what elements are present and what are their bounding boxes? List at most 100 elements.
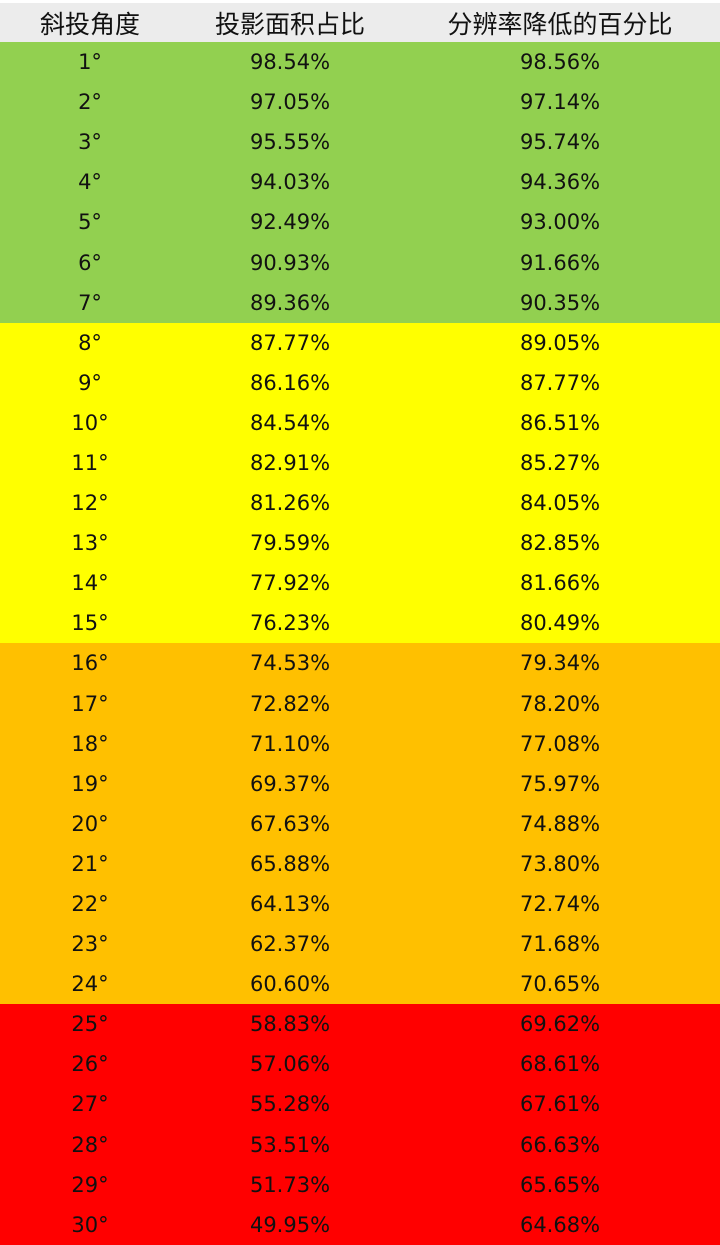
angle-cell: 22° [71, 892, 109, 917]
table-row: 30° 49.95% 64.68% [0, 1204, 720, 1245]
area-ratio-cell: 76.23% [249, 611, 331, 636]
angle-cell: 21° [71, 851, 109, 876]
resolution-drop-cell: 89.05% [519, 330, 601, 355]
area-ratio-cell: 67.63% [249, 811, 331, 836]
table-row: 14° 77.92% 81.66% [0, 563, 720, 604]
angle-cell: 13° [71, 531, 109, 556]
table-row: 27° 55.28% 67.61% [0, 1084, 720, 1125]
resolution-drop-cell: 69.62% [519, 1012, 601, 1037]
resolution-drop-cell: 80.49% [519, 611, 601, 636]
angle-cell: 20° [71, 811, 109, 836]
resolution-drop-cell: 64.68% [519, 1212, 601, 1237]
resolution-drop-cell: 84.05% [519, 491, 601, 516]
header-area-ratio: 投影面积占比 [214, 9, 365, 39]
area-ratio-cell: 69.37% [249, 771, 331, 796]
angle-cell: 1° [78, 50, 102, 75]
angle-cell: 2° [78, 90, 102, 115]
table-row: 22° 64.13% 72.74% [0, 883, 720, 925]
angle-cell: 3° [78, 130, 102, 155]
area-ratio-cell: 72.82% [249, 691, 331, 716]
table-row: 20° 67.63% 74.88% [0, 803, 720, 844]
table-row: 19° 69.37% 75.97% [0, 763, 720, 804]
area-ratio-cell: 95.55% [249, 130, 331, 155]
area-ratio-cell: 98.54% [249, 50, 331, 75]
resolution-drop-cell: 73.80% [519, 851, 601, 876]
resolution-drop-cell: 71.68% [519, 932, 601, 957]
area-ratio-cell: 86.16% [249, 370, 331, 395]
table-row: 2° 97.05% 97.14% [0, 82, 720, 123]
area-ratio-cell: 53.51% [249, 1132, 331, 1157]
angle-cell: 12° [71, 491, 109, 516]
angle-cell: 16° [71, 651, 109, 676]
table-row: 16° 74.53% 79.34% [0, 643, 720, 684]
angle-cell: 11° [71, 450, 109, 475]
resolution-drop-cell: 70.65% [519, 972, 601, 997]
area-ratio-cell: 90.93% [249, 250, 331, 275]
resolution-drop-cell: 95.74% [519, 130, 601, 155]
resolution-drop-cell: 66.63% [519, 1132, 601, 1157]
table-row: 13° 79.59% 82.85% [0, 523, 720, 564]
resolution-drop-cell: 85.27% [519, 450, 601, 475]
resolution-drop-cell: 65.65% [519, 1172, 601, 1197]
resolution-drop-cell: 68.61% [519, 1052, 601, 1077]
table-row: 12° 81.26% 84.05% [0, 483, 720, 524]
table-row: 17° 72.82% 78.20% [0, 683, 720, 724]
area-ratio-cell: 79.59% [249, 531, 331, 556]
table-row: 7° 89.36% 90.35% [0, 282, 720, 323]
table-row: 23° 62.37% 71.68% [0, 924, 720, 965]
area-ratio-cell: 49.95% [249, 1212, 331, 1237]
resolution-drop-cell: 91.66% [519, 250, 601, 275]
area-ratio-cell: 84.54% [249, 410, 331, 435]
angle-cell: 8° [78, 330, 102, 355]
area-ratio-cell: 89.36% [249, 290, 331, 315]
angle-cell: 7° [78, 290, 102, 315]
area-ratio-cell: 60.60% [249, 972, 331, 997]
angle-cell: 30° [71, 1212, 109, 1237]
angle-cell: 26° [71, 1052, 109, 1077]
resolution-drop-cell: 74.88% [519, 811, 601, 836]
angle-cell: 18° [71, 731, 109, 756]
angle-cell: 23° [71, 932, 109, 957]
header-angle: 斜投角度 [39, 9, 140, 39]
resolution-drop-cell: 82.85% [519, 531, 601, 556]
angle-cell: 10° [71, 410, 109, 435]
area-ratio-cell: 51.73% [249, 1172, 331, 1197]
table-row: 24° 60.60% 70.65% [0, 964, 720, 1005]
angle-cell: 25° [71, 1012, 109, 1037]
area-ratio-cell: 92.49% [249, 210, 331, 235]
area-ratio-cell: 64.13% [249, 892, 331, 917]
area-ratio-cell: 65.88% [249, 851, 331, 876]
area-ratio-cell: 74.53% [249, 651, 331, 676]
table-row: 1° 98.54% 98.56% [0, 42, 720, 83]
resolution-drop-cell: 72.74% [519, 892, 601, 917]
angle-cell: 24° [71, 972, 109, 997]
table-row: 21° 65.88% 73.80% [0, 843, 720, 884]
resolution-drop-cell: 93.00% [519, 210, 601, 235]
resolution-drop-cell: 87.77% [519, 370, 601, 395]
area-ratio-cell: 57.06% [249, 1052, 331, 1077]
resolution-drop-cell: 77.08% [519, 731, 601, 756]
resolution-drop-cell: 90.35% [519, 290, 601, 315]
resolution-drop-cell: 94.36% [519, 170, 601, 195]
area-ratio-cell: 62.37% [249, 932, 331, 957]
table-row: 15° 76.23% 80.49% [0, 603, 720, 644]
resolution-drop-cell: 97.14% [519, 90, 601, 115]
angle-cell: 5° [78, 210, 102, 235]
table-row: 29° 51.73% 65.65% [0, 1164, 720, 1205]
area-ratio-cell: 77.92% [249, 571, 331, 596]
resolution-drop-cell: 86.51% [519, 410, 601, 435]
table-row: 3° 95.55% 95.74% [0, 122, 720, 163]
angle-cell: 6° [78, 250, 102, 275]
angle-cell: 4° [78, 170, 102, 195]
resolution-drop-cell: 81.66% [519, 571, 601, 596]
area-ratio-cell: 87.77% [249, 330, 331, 355]
table-row: 4° 94.03% 94.36% [0, 162, 720, 203]
area-ratio-cell: 58.83% [249, 1012, 331, 1037]
table-row: 28° 53.51% 66.63% [0, 1124, 720, 1165]
angle-cell: 17° [71, 691, 109, 716]
table-row: 9° 86.16% 87.77% [0, 362, 720, 403]
area-ratio-cell: 94.03% [249, 170, 331, 195]
resolution-drop-cell: 67.61% [519, 1092, 601, 1117]
header-resolution-drop: 分辨率降低的百分比 [447, 9, 673, 39]
table-header: 斜投角度 投影面积占比 分辨率降低的百分比 [0, 0, 720, 42]
